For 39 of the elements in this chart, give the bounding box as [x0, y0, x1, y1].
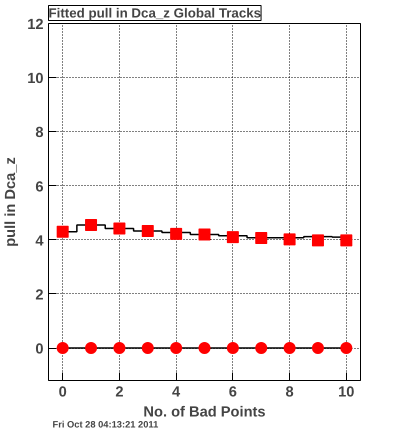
chart-title: Fitted pull in Dca_z Global Tracks — [48, 6, 262, 20]
point — [113, 222, 126, 235]
x-tick-label: 4 — [172, 384, 182, 400]
point — [142, 224, 154, 237]
point — [226, 231, 239, 244]
point — [255, 232, 268, 244]
point — [340, 342, 352, 354]
point — [56, 342, 69, 354]
point — [255, 342, 268, 354]
x-tick-label: 2 — [115, 384, 124, 400]
point — [85, 342, 98, 354]
x-tick-label: 10 — [338, 384, 354, 400]
text: Fri Oct 28 04:13:21 2011 — [52, 420, 158, 430]
y-tick-label: 10 — [27, 71, 44, 88]
y-tick-label: 4 — [35, 233, 44, 250]
x-tick-label: 6 — [228, 384, 237, 400]
point — [142, 342, 154, 354]
x-tick-label: 8 — [286, 384, 294, 400]
point — [85, 218, 98, 231]
point — [198, 228, 210, 240]
point — [198, 342, 210, 354]
point — [56, 226, 69, 238]
point — [284, 233, 296, 246]
point — [226, 342, 239, 354]
point — [340, 234, 352, 246]
y-tick-label: 8 — [35, 125, 44, 142]
point — [312, 342, 324, 354]
point — [113, 342, 126, 354]
point — [170, 228, 182, 240]
y-axis-title: pull in Dca_z — [3, 157, 20, 247]
x-axis-title: No. of Bad Points — [143, 404, 266, 420]
point — [312, 234, 324, 246]
y-tick-label: 0 — [35, 342, 44, 358]
y-tick-label: 2 — [35, 287, 44, 304]
point — [284, 342, 296, 354]
y-tick-label: 6 — [35, 179, 44, 196]
point — [170, 342, 182, 354]
y-tick-label: 12 — [27, 17, 44, 33]
x-tick-label: 0 — [58, 384, 67, 400]
